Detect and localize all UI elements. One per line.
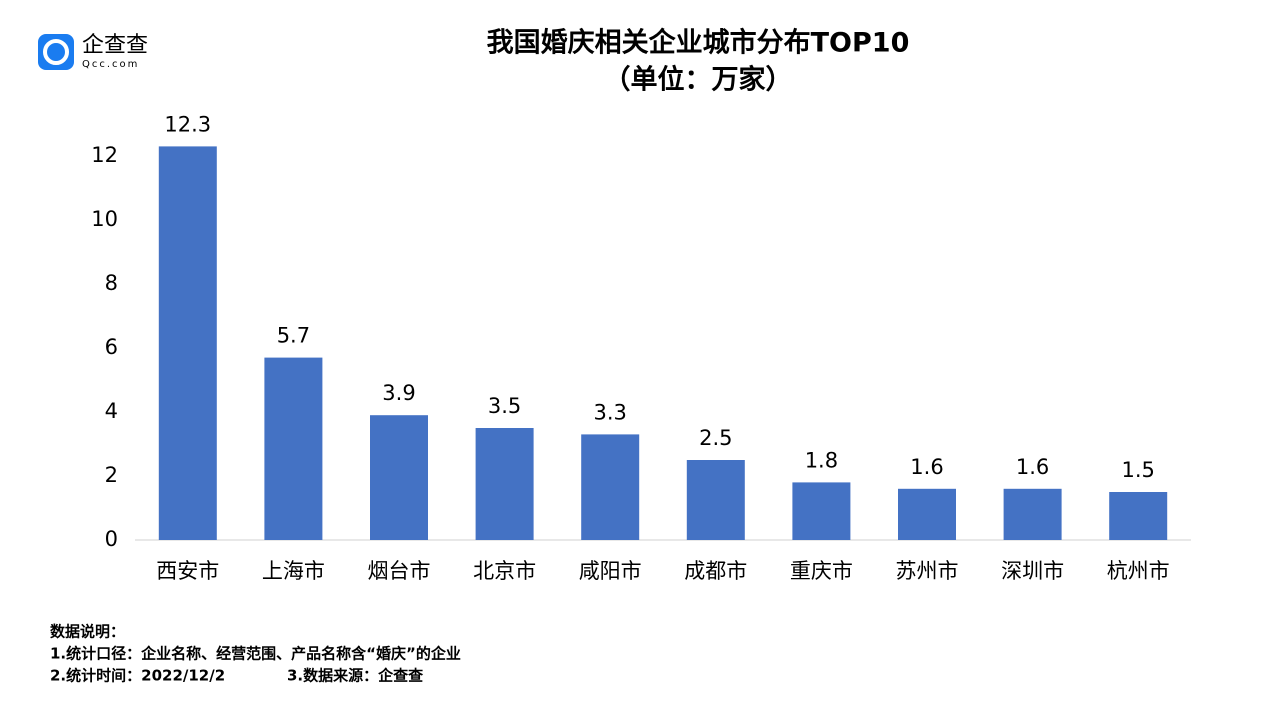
y-tick-label: 12 (91, 143, 118, 167)
value-label: 3.5 (488, 394, 521, 418)
y-tick-label: 10 (91, 207, 118, 231)
y-tick-label: 4 (105, 399, 118, 423)
logo-name: 企查查 (82, 33, 148, 58)
x-tick-label: 上海市 (262, 559, 325, 583)
value-label: 1.6 (910, 455, 943, 479)
y-tick-label: 0 (105, 527, 118, 551)
x-tick-label: 成都市 (684, 559, 747, 583)
x-tick-label: 咸阳市 (579, 559, 642, 583)
bar (1003, 488, 1062, 540)
y-tick-label: 8 (105, 271, 118, 295)
bar (264, 357, 323, 540)
value-label: 3.3 (593, 400, 626, 424)
note-heading: 数据说明： (50, 623, 125, 641)
y-tick-label: 6 (105, 335, 118, 359)
value-label: 1.6 (1016, 455, 1049, 479)
chart-title: 我国婚庆相关企业城市分布TOP10 (487, 27, 910, 59)
bar (158, 146, 217, 540)
x-tick-label: 西安市 (156, 559, 219, 583)
note-line: 2.统计时间：2022/12/2 (50, 667, 225, 685)
value-label: 2.5 (699, 426, 732, 450)
y-tick-label: 2 (105, 463, 118, 487)
chart-subtitle: （单位：万家） (604, 64, 793, 96)
bar (792, 482, 851, 540)
value-label: 5.7 (277, 324, 310, 348)
x-tick-label: 深圳市 (1001, 559, 1064, 583)
x-tick-label: 杭州市 (1107, 559, 1170, 583)
value-label: 1.8 (805, 448, 838, 472)
value-label: 12.3 (164, 112, 211, 136)
logo-domain: Qcc.com (82, 59, 139, 70)
bar (898, 488, 956, 540)
x-tick-label: 烟台市 (368, 559, 431, 583)
bar (581, 434, 640, 540)
bar (686, 460, 745, 540)
value-label: 3.9 (382, 381, 415, 405)
value-label: 1.5 (1121, 458, 1154, 482)
logo-icon-ring (43, 39, 69, 65)
note-line: 1.统计口径：企业名称、经营范围、产品名称含“婚庆”的企业 (50, 645, 461, 663)
x-tick-label: 苏州市 (896, 559, 959, 583)
bar (370, 415, 428, 540)
note-line: 3.数据来源：企查查 (287, 667, 424, 685)
x-tick-label: 重庆市 (790, 559, 853, 583)
bar (475, 428, 534, 540)
bar (1109, 492, 1168, 540)
x-tick-label: 北京市 (473, 559, 536, 583)
